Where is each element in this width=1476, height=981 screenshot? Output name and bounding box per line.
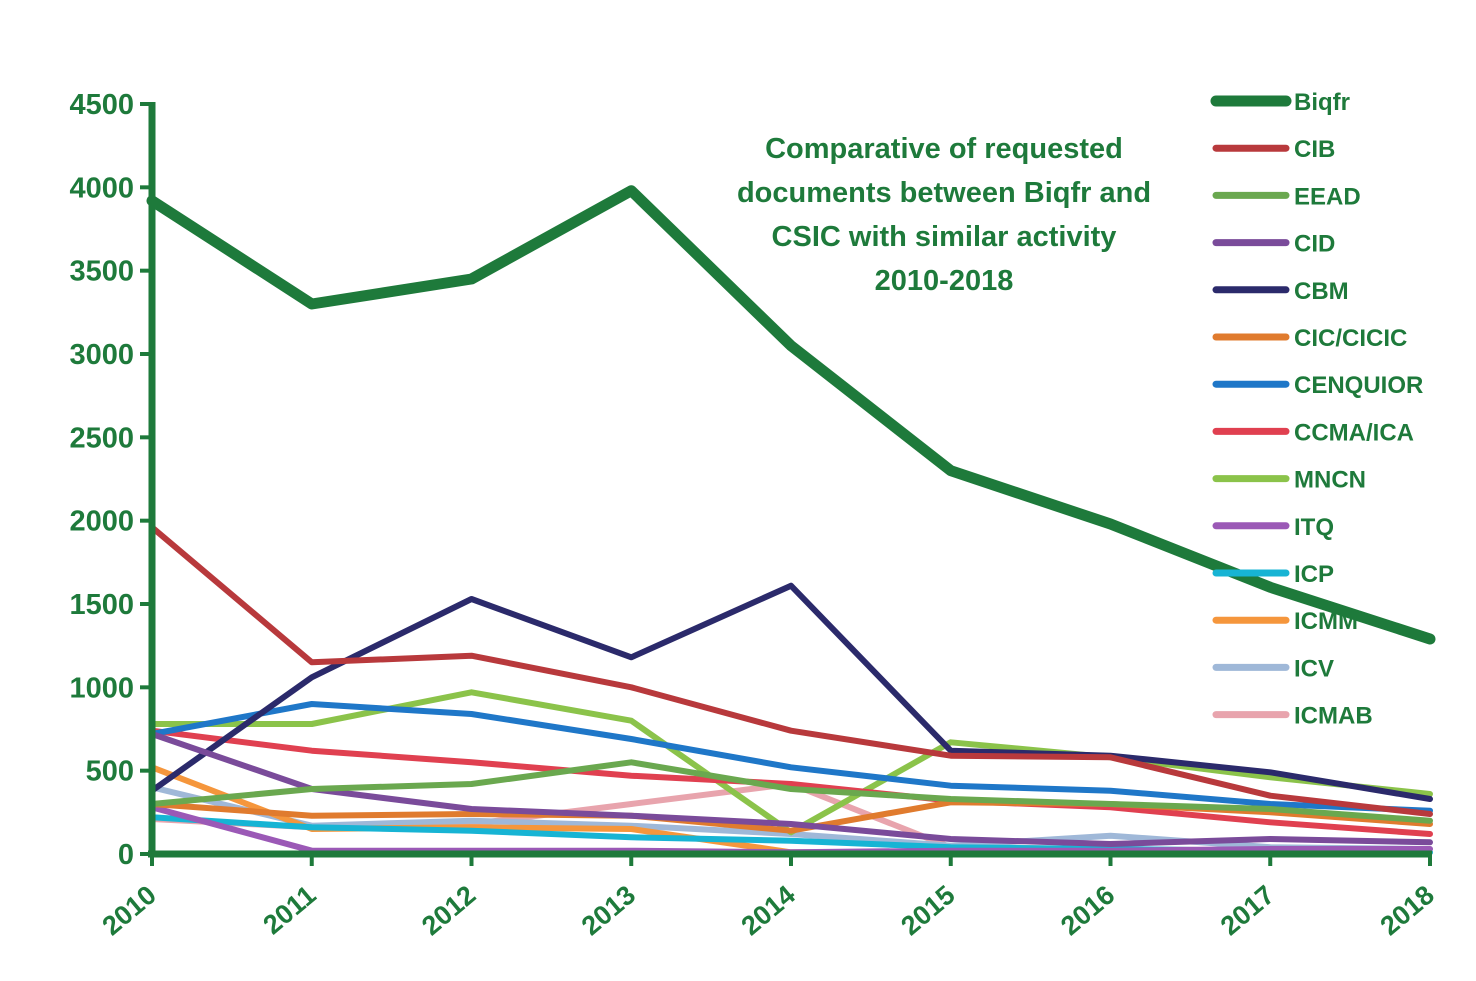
chart-title: Comparative of requested documents betwe… [737,133,1151,297]
legend-label: CIC/CICIC [1294,325,1407,352]
x-tick-label: 2017 [1215,880,1280,942]
y-tick-label: 4500 [69,89,134,121]
legend-item: CIB [1212,136,1335,163]
x-tick-label: 2015 [895,880,960,942]
x-tick-label: 2010 [97,880,162,942]
series-line-cenquior [149,701,1433,814]
x-tick-label: 2016 [1055,880,1120,942]
legend: Biqfr CIB EEAD CID CBM CIC/CICIC CENQUIOR CCMA/… [1210,89,1423,730]
legend-item: CIC/CICIC [1212,325,1407,352]
x-tick-label: 2011 [257,880,321,941]
legend-label: CCMA/ICA [1294,419,1414,446]
legend-item: ICV [1212,655,1334,682]
legend-label: ICV [1294,655,1334,682]
y-tick-label: 1000 [69,672,134,704]
legend-label: CID [1294,231,1335,258]
title-line-2: documents between Biqfr and [737,177,1151,209]
legend-label: CENQUIOR [1294,372,1423,399]
legend-label: Biqfr [1294,89,1350,116]
legend-label: MNCN [1294,467,1366,494]
y-ticks: 0 500 1000 1500 2000 2500 3000 3500 4000 4500 [69,89,152,871]
legend-item: Biqfr [1210,89,1350,116]
y-tick-label: 2000 [69,506,134,538]
legend-item: MNCN [1212,467,1366,494]
series-lines [146,185,1436,856]
series-line-eead [149,759,1433,824]
legend-label: ICMAB [1294,703,1373,730]
series-line-biqfr [146,185,1436,645]
series-line-cid [149,731,1433,847]
legend-label: CBM [1294,278,1349,305]
series-line-cbm [149,582,1433,802]
y-tick-label: 3000 [69,339,134,371]
x-tick-label: 2012 [416,880,481,942]
legend-label: ITQ [1294,514,1334,541]
title-line-3: CSIC with similar activity [772,221,1117,253]
series-line-ccma-ica [149,727,1433,837]
title-line-1: Comparative of requested [765,133,1123,165]
y-tick-label: 1500 [69,589,134,621]
legend-label: ICP [1294,561,1334,588]
y-tick-label: 0 [118,839,134,871]
legend-item: CID [1212,231,1335,258]
legend-item: ICMM [1212,608,1358,635]
x-tick-label: 2014 [736,880,801,942]
legend-item: ICMAB [1212,703,1373,730]
x-tick-label: 2018 [1375,880,1440,942]
legend-label: EEAD [1294,183,1361,210]
y-tick-label: 2500 [69,422,134,454]
legend-item: ITQ [1212,514,1334,541]
y-tick-label: 500 [86,756,134,788]
legend-item: CCMA/ICA [1212,419,1414,446]
x-tick-label: 2013 [576,880,641,942]
legend-label: CIB [1294,136,1335,163]
legend-item: CENQUIOR [1212,372,1423,399]
legend-item: EEAD [1212,183,1361,210]
legend-label: ICMM [1294,608,1358,635]
series-line-cib [149,524,1433,817]
legend-item: ICP [1212,561,1334,588]
y-tick-label: 3500 [69,256,134,288]
legend-item: CBM [1212,278,1349,305]
title-line-4: 2010-2018 [875,265,1014,297]
y-tick-label: 4000 [69,172,134,204]
x-ticks: 2010 2011 2012 2013 2014 2015 2016 2017 2018 [97,854,1440,941]
